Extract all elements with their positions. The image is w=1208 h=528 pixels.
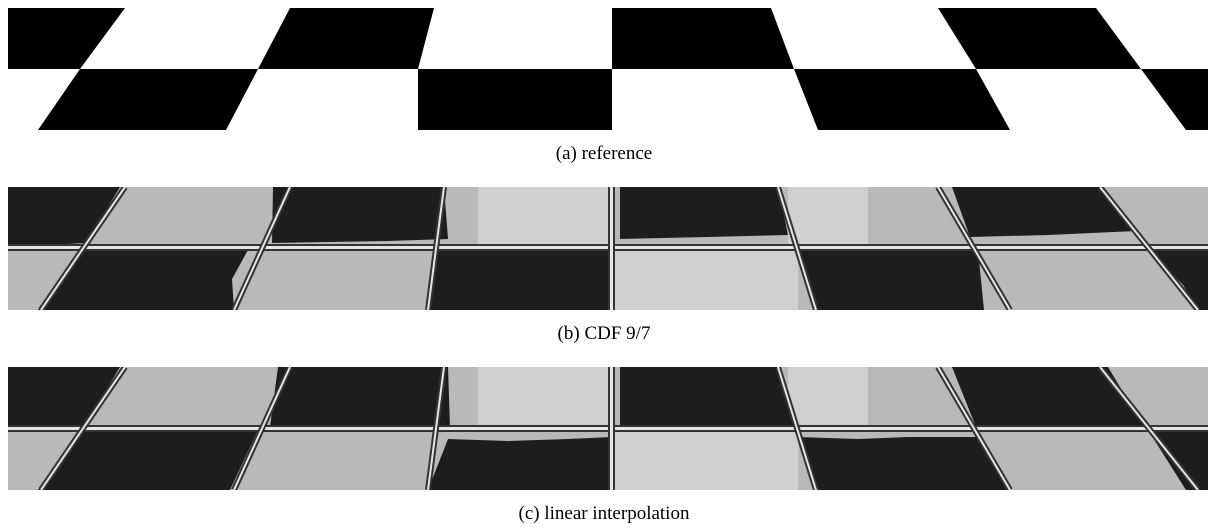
linear-tile [798,437,1010,490]
linear-interpolation-checkerboard [8,367,1208,490]
linear-region [788,367,868,428]
reference-checkerboard [8,8,1208,130]
linear-grid-diag [937,367,1011,490]
cdf97-tile [428,250,612,310]
linear-region [478,367,612,428]
cdf97-region [612,248,798,310]
linear-region [612,428,798,490]
cdf97-tile [38,250,248,310]
cdf97-grid-diag [40,187,126,310]
reference-tile [8,8,125,69]
cdf97-tile [952,187,1136,237]
cdf97-checkerboard [8,187,1208,310]
reference-tile [258,8,434,69]
caption-reference: (a) reference [555,143,653,164]
cdf97-grid-diag [233,187,291,310]
linear-grid-diag [777,367,817,490]
cdf97-grid-diag [427,187,445,310]
cdf97-grid-v [610,187,613,310]
cdf97-grid [8,187,1208,310]
linear-tile [620,367,794,427]
reference-tile [612,8,794,69]
linear-tile [38,430,258,490]
cdf97-region [478,187,612,248]
cdf97-tile [620,187,788,239]
cdf97-tile [272,187,448,243]
cdf97-grid-diag [1099,187,1199,310]
reference-tile [938,8,1141,69]
caption-cdf97: (b) CDF 9/7 [557,323,651,344]
cdf97-region [788,187,868,248]
linear-grid-diag [1099,367,1199,490]
cdf97-grid-diag [777,187,817,310]
caption-linear-interpolation: (c) linear interpolation [518,503,690,524]
reference-tile [38,69,258,130]
linear-grid-v [610,367,613,490]
linear-grid-diag [427,367,445,490]
linear-grid-diag [40,367,126,490]
cdf97-tile [798,250,984,310]
reference-tile [418,69,612,130]
cdf97-image [8,187,1208,310]
linear-grid-diag [233,367,291,490]
linear-tile [428,437,612,490]
cdf97-grid-diag [937,187,1011,310]
linear-tile [952,367,1144,427]
linear-grid [8,367,1208,490]
reference-tile [1141,69,1208,130]
reference-tile [794,69,1010,130]
reference-image [8,8,1208,130]
linear-interpolation-image [8,367,1208,490]
linear-tile [270,367,450,427]
